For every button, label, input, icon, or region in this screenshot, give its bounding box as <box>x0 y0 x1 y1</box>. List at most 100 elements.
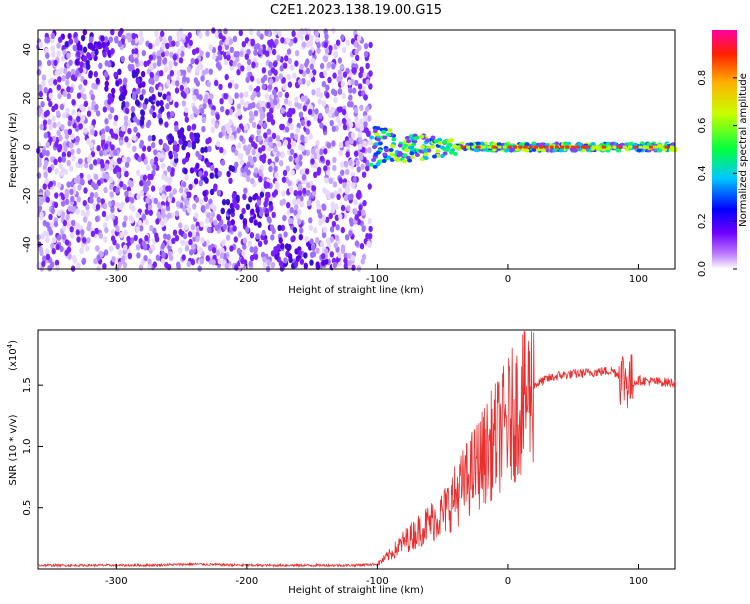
heatmap-cell <box>369 135 375 140</box>
heatmap-cell <box>337 251 342 259</box>
heatmap-cell <box>174 87 180 94</box>
heatmap-cell <box>187 207 192 214</box>
heatmap-cell <box>294 157 300 164</box>
heatmap-cell <box>250 38 255 45</box>
heatmap-cell <box>199 50 204 57</box>
heatmap-cell <box>168 133 173 140</box>
x-tick-label: -100 <box>366 274 389 285</box>
heatmap-cell <box>89 197 94 204</box>
heatmap-cell <box>302 105 307 112</box>
heatmap-cell <box>71 219 76 227</box>
heatmap-cell <box>386 155 392 160</box>
heatmap-cell <box>76 262 81 269</box>
heatmap-cell <box>322 125 327 132</box>
heatmap-cell <box>343 257 348 264</box>
heatmap-cell <box>89 163 94 170</box>
heatmap-cell <box>345 151 350 158</box>
heatmap-cell <box>295 255 300 262</box>
heatmap-cell <box>418 149 424 154</box>
heatmap-cell <box>59 103 65 111</box>
heatmap-cell <box>70 148 75 156</box>
heatmap-cell <box>294 60 299 67</box>
heatmap-cell <box>409 155 415 160</box>
heatmap-cell <box>127 127 132 135</box>
x-tick-label: -200 <box>236 274 259 285</box>
heatmap-cell <box>141 49 146 57</box>
heatmap-cell <box>127 252 132 260</box>
heatmap-cell <box>346 180 351 187</box>
heatmap-cell <box>110 229 116 236</box>
heatmap-cell <box>60 124 65 131</box>
heatmap-cell <box>277 30 282 37</box>
heatmap-cell <box>125 101 130 108</box>
heatmap-cell <box>229 59 234 67</box>
heatmap-cell <box>359 152 364 159</box>
heatmap-cell <box>56 121 62 128</box>
heatmap-cell <box>313 114 318 121</box>
heatmap-cell <box>423 156 429 161</box>
heatmap-cell <box>324 107 330 114</box>
heatmap-cell <box>271 48 277 56</box>
heatmap-cell <box>70 195 75 203</box>
heatmap-cell <box>648 145 653 149</box>
heatmap-cell <box>80 115 86 122</box>
heatmap-cell <box>107 98 112 105</box>
heatmap-cell <box>333 50 338 58</box>
heatmap-cell <box>152 261 157 268</box>
heatmap-cell <box>326 142 332 149</box>
heatmap-cell <box>209 93 214 100</box>
spectrogram-frame <box>37 29 676 270</box>
heatmap-cell <box>219 98 224 105</box>
heatmap-cell <box>152 62 157 69</box>
heatmap-cell <box>306 199 312 207</box>
heatmap-cell <box>368 70 373 77</box>
heatmap-cell <box>48 213 53 221</box>
heatmap-cell <box>104 45 109 53</box>
heatmap-cell <box>40 101 45 108</box>
heatmap-cell <box>124 190 129 198</box>
heatmap-cell <box>95 110 101 117</box>
heatmap-cell <box>275 135 281 142</box>
heatmap-cell <box>274 75 279 83</box>
heatmap-cell <box>83 127 88 134</box>
heatmap-cell <box>423 152 429 157</box>
heatmap-cell <box>82 200 88 207</box>
heatmap-cell <box>271 211 276 219</box>
heatmap-cell <box>278 237 283 244</box>
heatmap-cell <box>622 145 627 149</box>
heatmap-cell <box>149 71 154 79</box>
heatmap-cell <box>114 37 119 44</box>
heatmap-cell <box>357 143 363 150</box>
heatmap-cell <box>113 120 118 127</box>
heatmap-cell <box>57 182 62 189</box>
heatmap-cell <box>82 216 88 223</box>
heatmap-cell <box>237 231 243 238</box>
heatmap-cell <box>45 253 51 261</box>
heatmap-cell <box>496 142 502 147</box>
heatmap-cell <box>175 80 180 87</box>
heatmap-cell <box>295 127 300 134</box>
heatmap-cell <box>243 165 249 173</box>
heatmap-cell <box>144 98 149 105</box>
heatmap-cell <box>167 185 172 192</box>
heatmap-cell <box>269 107 274 114</box>
heatmap-cell <box>74 37 79 44</box>
heatmap-cell <box>100 128 106 135</box>
y-tick-label: -20 <box>22 188 33 204</box>
heatmap-cell <box>104 215 110 222</box>
heatmap-cell <box>232 197 237 204</box>
heatmap-cell <box>64 239 70 246</box>
heatmap-cell <box>354 116 359 123</box>
heatmap-cell <box>492 145 497 149</box>
heatmap-cell <box>172 54 177 61</box>
heatmap-cell <box>195 162 200 169</box>
heatmap-cell <box>304 61 309 68</box>
heatmap-cell <box>149 173 154 181</box>
heatmap-cell <box>94 183 99 190</box>
heatmap-cell <box>70 232 75 239</box>
heatmap-cell <box>253 246 258 253</box>
heatmap-cell <box>158 86 163 93</box>
heatmap-cell <box>45 236 50 243</box>
heatmap-cell <box>293 133 299 141</box>
heatmap-cell <box>311 89 316 96</box>
